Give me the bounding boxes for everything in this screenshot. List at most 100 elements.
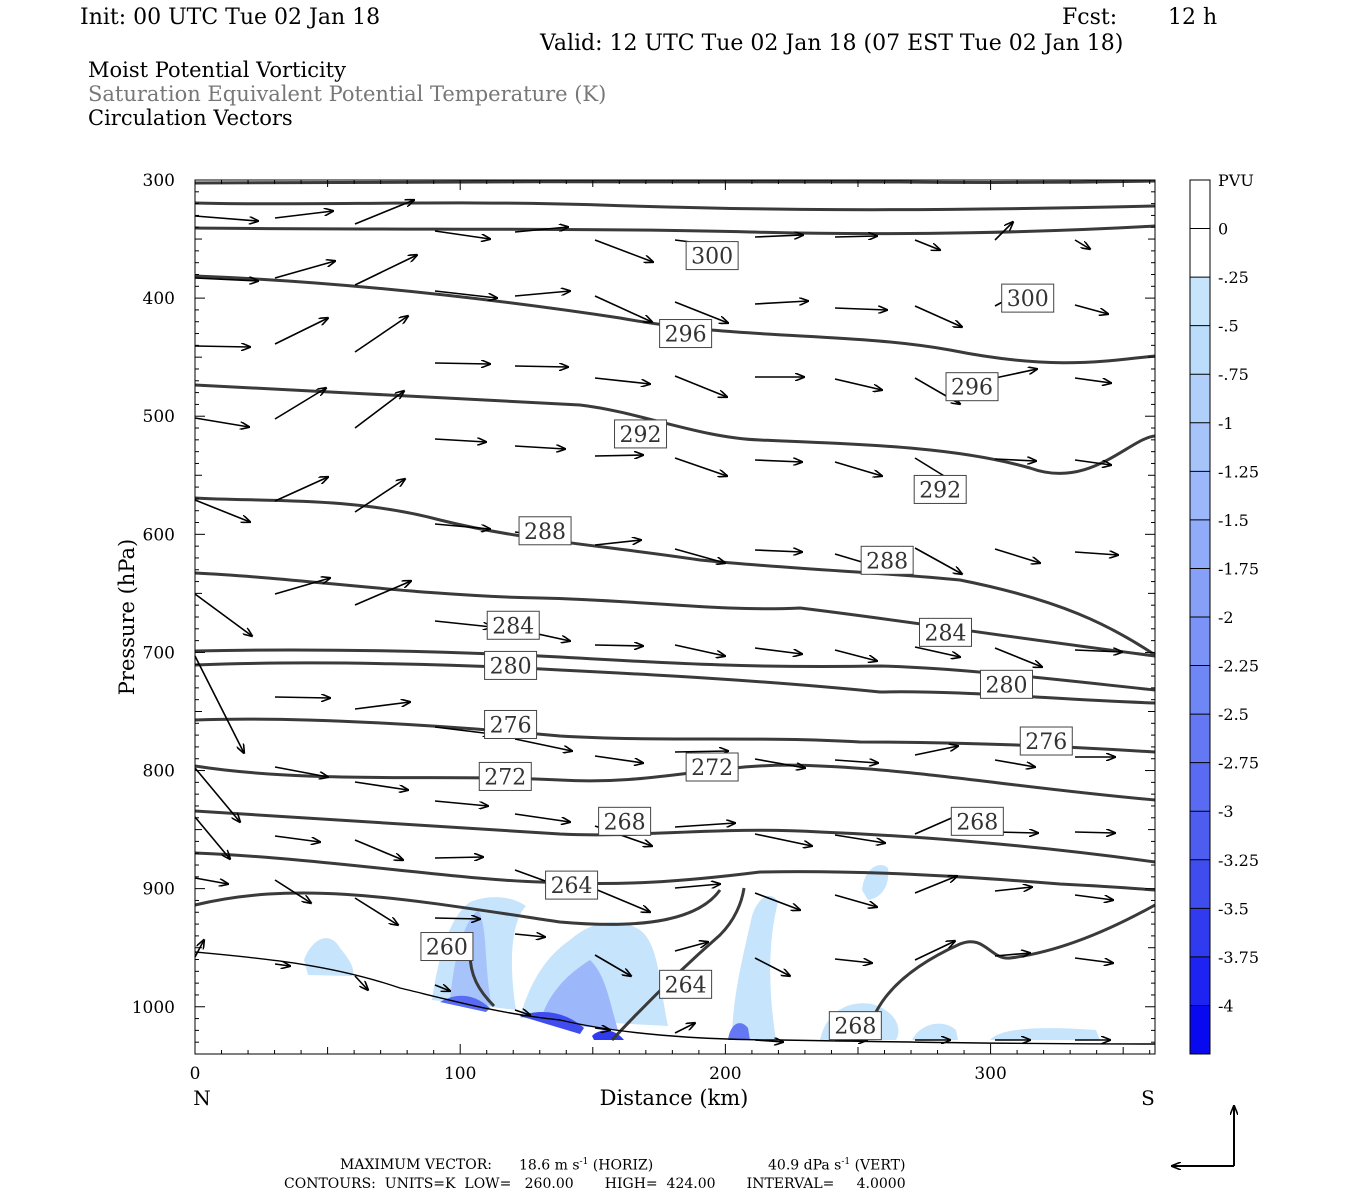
circulation-vector <box>434 523 490 529</box>
circulation-vector <box>914 547 962 574</box>
circulation-vector <box>754 957 790 976</box>
circulation-vector <box>274 766 328 777</box>
contour-label-box <box>486 610 540 640</box>
circulation-vector <box>914 876 957 894</box>
theta-es-contour <box>194 809 1156 864</box>
circulation-vector <box>594 888 650 912</box>
circulation-vector <box>594 540 641 546</box>
circulation-vector <box>354 702 410 710</box>
theta-es-contour <box>194 889 722 926</box>
circulation-vector <box>514 227 568 233</box>
circulation-vector <box>994 548 1040 563</box>
colorbar-label: -2.75 <box>1218 754 1259 773</box>
colorbar-swatch <box>1190 471 1210 521</box>
contour-label-box <box>1019 726 1073 756</box>
x-tick-label: 0 <box>190 1064 201 1084</box>
colorbar-label: -3.75 <box>1218 948 1259 967</box>
contour-label-box <box>484 650 538 680</box>
circulation-vector <box>1074 832 1115 833</box>
contour-label-box <box>685 752 739 782</box>
contour-label-box <box>659 969 713 999</box>
forecast-label: Fcst: <box>1062 5 1118 30</box>
colorbar-label: -2.25 <box>1218 657 1259 676</box>
circulation-vector <box>594 455 643 456</box>
circulation-vector <box>194 499 250 522</box>
contour-label-box <box>1001 283 1055 313</box>
circulation-vector <box>754 460 802 462</box>
colorbar-label: -4 <box>1218 996 1234 1015</box>
field-name-mpv: Moist Potential Vorticity <box>88 58 346 82</box>
circulation-vector <box>754 550 802 552</box>
circulation-vector <box>594 295 652 322</box>
contour-label-box <box>918 617 972 647</box>
contour-label: 284 <box>924 621 966 646</box>
contour-label-box <box>478 761 532 791</box>
circulation-vector <box>594 954 631 976</box>
circulation-vector <box>514 738 572 751</box>
forecast-hour: 12 h <box>1168 5 1218 30</box>
circulation-vector <box>434 985 450 991</box>
circulation-vector <box>674 884 720 889</box>
contour-info: CONTOURS: UNITS=K LOW= 260.00 HIGH= 424.… <box>284 1176 906 1192</box>
colorbar-swatch <box>1190 422 1210 472</box>
contour-label-box <box>950 806 1004 836</box>
contour-label: 296 <box>951 376 993 401</box>
circulation-vector <box>994 459 1036 461</box>
contour-label-box <box>860 545 914 575</box>
colorbar-swatch <box>1190 714 1210 764</box>
circulation-vector <box>274 477 328 502</box>
contour-label-box <box>518 516 572 546</box>
circulation-vector <box>674 644 725 656</box>
circulation-vectors <box>194 200 1122 1042</box>
circulation-vector <box>754 1040 783 1042</box>
x-end-south: S <box>1141 1086 1155 1110</box>
circulation-vector <box>434 290 497 298</box>
circulation-vector <box>434 918 480 919</box>
x-end-north: N <box>193 1086 211 1110</box>
circulation-vector <box>1074 459 1111 465</box>
circulation-vector <box>274 388 326 420</box>
contour-label-box <box>545 870 599 900</box>
circulation-vector <box>914 646 960 657</box>
colorbar-swatch <box>1190 762 1210 812</box>
colorbar-label: -3.25 <box>1218 851 1259 870</box>
theta-es-contour <box>194 201 1156 212</box>
pv-shading <box>912 1023 958 1040</box>
circulation-vector <box>354 316 408 353</box>
y-tick-label: 700 <box>143 643 175 663</box>
circulation-vector <box>1074 957 1113 963</box>
circulation-vector <box>594 1028 610 1030</box>
max-vector-vert: 40.9 dPa s-1 (VERT) <box>768 1157 906 1174</box>
circulation-vector <box>274 261 335 279</box>
circulation-vector <box>1074 304 1108 314</box>
circulation-vector <box>354 255 417 286</box>
circulation-vector <box>354 581 411 606</box>
contour-label: 268 <box>604 810 646 835</box>
contour-label: 300 <box>1007 287 1049 312</box>
circulation-vector <box>194 940 204 958</box>
contour-label-box <box>828 1011 882 1041</box>
pv-colorbar: 0 -.25 -.5 -.75 -1 -1.25 -1.5 -1.75 -2 -2.25 -2.5 -… <box>1189 179 1259 1055</box>
circulation-vector <box>354 839 403 860</box>
circulation-vector <box>354 781 408 790</box>
circulation-vector <box>434 857 483 858</box>
circulation-vector <box>274 879 311 903</box>
theta-es-contour <box>194 383 1156 475</box>
circulation-vector <box>1074 377 1111 383</box>
circulation-vector <box>274 697 330 698</box>
contour-label: 276 <box>1025 730 1067 755</box>
contour-label: 268 <box>834 1015 876 1040</box>
pv-shading-layer <box>304 864 1100 1040</box>
theta-es-contour <box>194 496 1156 657</box>
colorbar-label: 0 <box>1218 220 1228 239</box>
colorbar-label: -1 <box>1218 414 1234 433</box>
circulation-vector <box>594 755 643 763</box>
circulation-vector <box>834 959 872 963</box>
circulation-vector <box>834 649 877 661</box>
circulation-vector <box>994 647 1042 667</box>
circulation-vector <box>914 746 958 756</box>
circulation-vector <box>354 200 414 225</box>
colorbar-unit: PVU <box>1218 171 1254 190</box>
contour-label-box <box>659 319 713 349</box>
circulation-vector <box>594 239 653 262</box>
